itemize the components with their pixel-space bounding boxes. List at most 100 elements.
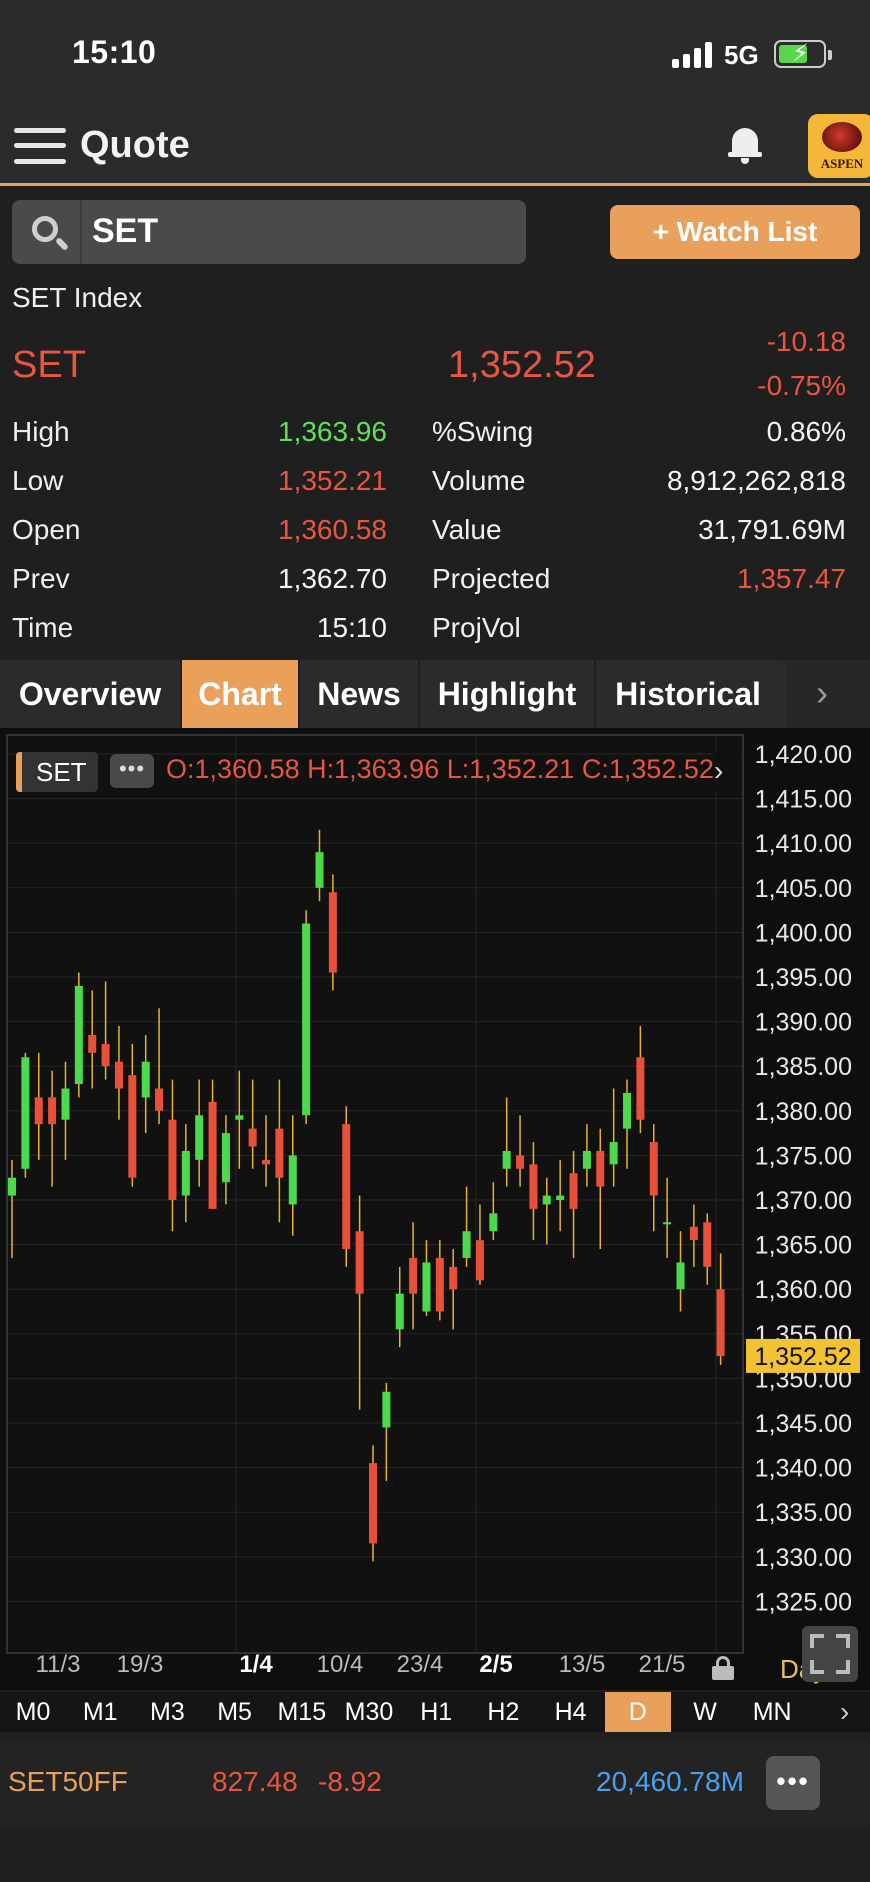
candle-body: [88, 1034, 97, 1053]
stat-value-open: 1,360.58: [278, 514, 387, 545]
candle-body: [155, 1088, 164, 1111]
candle-body: [435, 1257, 444, 1312]
timeframe-bar: MN W D H4 H2 H1 M30 M15 M5 M3 M1 M0 ›: [0, 1692, 870, 1732]
timeframe-h2[interactable]: H2: [487, 1698, 520, 1726]
candle-body: [208, 1101, 217, 1209]
timeframe-w[interactable]: W: [693, 1698, 717, 1726]
y-tick-label: 1,405.00: [755, 875, 852, 903]
stat-label-volume: Volume: [432, 465, 526, 496]
stat-value-swing: 0.86%: [766, 416, 846, 447]
candle-body: [395, 1293, 404, 1330]
y-tick-label: 1,365.00: [755, 1232, 852, 1260]
timeframe-m5[interactable]: M5: [217, 1698, 252, 1726]
bottom-ticker[interactable]: SET50FF 827.48 -8.92 20,460.78M •••: [0, 1740, 870, 1830]
ellipsis-icon[interactable]: •••: [766, 1756, 820, 1810]
stat-value-prev: 1,362.70: [278, 563, 387, 594]
y-tick-label: 1,390.00: [755, 1009, 852, 1037]
price-change-percent: -0.75%: [757, 370, 846, 401]
candle-body: [623, 1092, 632, 1129]
chart-symbol-pill[interactable]: SET: [16, 752, 98, 792]
aspen-logo[interactable]: ASPEN: [808, 114, 870, 178]
ellipsis-icon[interactable]: •••: [110, 754, 154, 788]
candle-body: [516, 1155, 525, 1169]
candle-body: [342, 1124, 351, 1250]
y-tick-label: 1,375.00: [755, 1142, 852, 1170]
y-tick-label: 1,380.00: [755, 1098, 852, 1126]
last-price: 1,352.52: [448, 344, 596, 386]
candle-body: [248, 1128, 257, 1147]
candle-body: [302, 923, 311, 1116]
x-tick-label: 2/5: [479, 1651, 512, 1678]
candlestick-chart[interactable]: 1,420.00 1,415.00 1,410.00 1,405.00 1,400.00…: [0, 728, 870, 1690]
candle-body: [449, 1266, 458, 1290]
candle-body: [288, 1155, 297, 1205]
y-tick-label: 1,325.00: [755, 1588, 852, 1616]
fullscreen-icon[interactable]: [802, 1626, 858, 1682]
candle-body: [582, 1150, 591, 1169]
chevron-right-icon[interactable]: ›: [786, 660, 870, 728]
candle-body: [195, 1115, 204, 1160]
y-tick-label: 1,330.00: [755, 1544, 852, 1572]
candle-body: [409, 1257, 418, 1294]
stat-value-time: 15:10: [316, 612, 387, 643]
tab-chart[interactable]: Chart: [182, 660, 300, 728]
candle-body: [235, 1115, 244, 1120]
y-tick-label: 1,340.00: [755, 1455, 852, 1483]
candle-body: [48, 1097, 57, 1125]
tab-historical[interactable]: Historical: [596, 660, 782, 728]
candle-body: [556, 1195, 565, 1200]
ohlc-readout: O:1,360.58 H:1,363.96 L:1,352.21 C:1,352…: [166, 754, 714, 784]
security-name: SET Index: [12, 282, 143, 313]
timeframe-d[interactable]: D: [604, 1692, 671, 1732]
tab-news[interactable]: News: [300, 660, 420, 728]
timeframe-h4[interactable]: H4: [554, 1698, 587, 1726]
status-time: 15:10: [72, 34, 157, 70]
stat-label-projvol: ProjVol: [432, 612, 521, 643]
search-icon[interactable]: [30, 214, 70, 254]
stat-label-low: Low: [12, 465, 64, 496]
chevron-right-icon[interactable]: ›: [714, 752, 740, 792]
tab-overview[interactable]: Overview: [0, 660, 182, 728]
candle-body: [34, 1097, 43, 1125]
ticker-value: 20,460.78M: [596, 1766, 744, 1797]
candle-body: [489, 1213, 498, 1232]
stat-label-projected: Projected: [432, 563, 551, 594]
stat-label-open: Open: [12, 514, 81, 545]
add-watchlist-button[interactable]: + Watch List: [610, 205, 860, 259]
price-change: -10.18: [766, 326, 846, 357]
candle-body: [368, 1463, 377, 1544]
candle-body: [703, 1222, 712, 1267]
timeframe-m15[interactable]: M15: [277, 1698, 327, 1726]
candle-body: [676, 1262, 685, 1290]
timeframe-mn[interactable]: MN: [752, 1698, 792, 1726]
candle-body: [275, 1128, 284, 1178]
stat-value-value: 31,791.69M: [698, 514, 846, 545]
timeframe-m0[interactable]: M0: [15, 1698, 51, 1726]
candle-body: [382, 1391, 391, 1428]
candle-body: [475, 1240, 484, 1281]
timeframe-h1[interactable]: H1: [420, 1698, 453, 1726]
candle-body: [569, 1173, 578, 1209]
menu-icon[interactable]: [14, 124, 66, 168]
unlock-icon[interactable]: [712, 1656, 734, 1680]
y-tick-label: 1,420.00: [755, 741, 852, 769]
y-tick-label: 1,415.00: [755, 786, 852, 814]
candle-body: [636, 1057, 645, 1120]
candle-body: [315, 852, 324, 888]
chevron-right-icon[interactable]: ›: [840, 1692, 870, 1732]
bell-icon[interactable]: [726, 124, 764, 164]
candle-body: [21, 1057, 30, 1169]
candle-body: [422, 1262, 431, 1312]
quote-tabs: Overview Chart News Highlight Historical ›: [0, 660, 870, 728]
security-symbol: SET: [12, 344, 86, 386]
timeframe-m3[interactable]: M3: [150, 1698, 185, 1726]
search-input[interactable]: SET: [92, 212, 159, 250]
network-label: 5G: [724, 40, 759, 70]
y-tick-label: 1,360.00: [755, 1276, 852, 1304]
stat-value-low: 1,352.21: [278, 465, 387, 496]
symbol-search-box[interactable]: SET: [12, 200, 526, 264]
timeframe-m30[interactable]: M30: [344, 1698, 394, 1726]
tab-highlight[interactable]: Highlight: [420, 660, 596, 728]
timeframe-m1[interactable]: M1: [82, 1698, 118, 1726]
candle-body: [141, 1061, 150, 1098]
